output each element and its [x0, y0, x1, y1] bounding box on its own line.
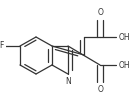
Text: OH: OH	[119, 32, 131, 41]
Text: O: O	[98, 8, 104, 17]
Text: O: O	[98, 85, 104, 92]
Text: N: N	[65, 77, 71, 86]
Text: F: F	[0, 41, 4, 51]
Text: OH: OH	[119, 61, 131, 69]
